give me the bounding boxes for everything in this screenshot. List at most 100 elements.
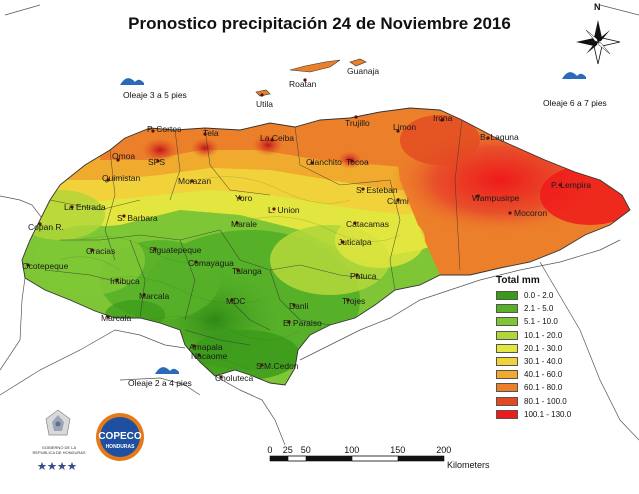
city-dot-nacaome <box>197 353 201 357</box>
city-dot-comayagua <box>194 260 198 264</box>
place-label-limon: Limon <box>393 122 417 132</box>
legend-item: 20.1 - 30.0 <box>496 343 628 354</box>
place-label-plempira: P. Lempira <box>551 180 592 190</box>
city-dot-plempira <box>558 183 562 187</box>
city-dot-tela <box>203 132 207 136</box>
city-dot-tocoa <box>350 159 354 163</box>
place-label-tocoa: Tocoa <box>346 157 369 167</box>
legend-item: 80.1 - 100.0 <box>496 396 628 407</box>
place-label-trojes: Trojes <box>342 296 366 306</box>
city-markers <box>26 78 562 379</box>
gov-line-1: GOBIERNO DE LA <box>41 445 77 450</box>
map-title: Pronostico precipitación 24 de Noviembre… <box>128 14 511 33</box>
place-label-pcortes: P. Cortes <box>147 124 182 134</box>
copeco-logo: COPECO HONDURAS <box>96 413 144 461</box>
city-dot-patuca <box>355 273 359 277</box>
legend-label: 100.1 - 130.0 <box>524 409 572 419</box>
place-label-juticalpa: Juticalpa <box>338 237 372 247</box>
place-label-yoro: Yoro <box>235 193 253 203</box>
coastline-east <box>539 261 639 441</box>
compass-north-label: N <box>594 2 601 12</box>
city-dot-omoa <box>116 158 120 162</box>
city-dot-quimistan <box>106 178 110 182</box>
scale-tick-label: 25 <box>282 445 293 455</box>
legend-swatch <box>496 396 518 406</box>
place-label-gracias: Gracias <box>86 246 116 256</box>
place-label-marcala: Marcala <box>139 291 170 301</box>
legend-item: 2.1 - 5.0 <box>496 303 628 314</box>
place-label-mocoron: Mocoron <box>514 208 548 218</box>
place-label-talanga: Talanga <box>232 266 262 276</box>
place-label-patuca: Patuca <box>350 271 377 281</box>
scale-tick-label: 150 <box>390 445 406 455</box>
place-label-irona: Irona <box>433 113 453 123</box>
gov-line-2: REPUBLICA DE HONDURAS <box>32 450 86 455</box>
place-label-sesteban: S. Esteban <box>356 185 398 195</box>
scale-bar <box>269 455 445 462</box>
city-dot-intibuca <box>115 278 119 282</box>
city-dot-morazan <box>190 179 194 183</box>
place-label-marcala2: Marcala <box>101 313 132 323</box>
gov-stars <box>37 462 77 470</box>
legend-item: 10.1 - 20.0 <box>496 330 628 341</box>
place-label-olanchito: Olanchito <box>306 157 342 167</box>
city-dot-copanr <box>38 222 42 226</box>
honduras-outline <box>21 107 631 386</box>
place-label-ocotepeque: Ocotepeque <box>22 261 69 271</box>
scale-tick-label: 200 <box>436 445 452 455</box>
legend-label: 40.1 - 60.0 <box>524 370 563 380</box>
place-label-trujillo: Trujillo <box>345 118 370 128</box>
bay-islands <box>255 58 367 97</box>
legend-swatch <box>496 357 518 367</box>
city-dot-amapala <box>192 344 196 348</box>
place-label-culmi: Culmi <box>387 196 409 206</box>
legend-item: 0.0 - 2.0 <box>496 290 628 301</box>
legend-label: 20.1 - 30.0 <box>524 343 563 353</box>
city-dot-ocotepeque <box>26 263 30 267</box>
place-label-laentrada: La Entrada <box>64 202 106 212</box>
city-dot-utila <box>260 93 264 97</box>
legend-swatch <box>496 370 518 380</box>
legend-swatch <box>496 317 518 327</box>
place-label-catacamas: Catacamas <box>346 219 389 229</box>
legend-label: 60.1 - 80.0 <box>524 383 563 393</box>
wave-label-south: Oleaje 2 a 4 pies <box>128 378 192 388</box>
legend-label: 5.1 - 10.0 <box>524 317 558 327</box>
city-dot-sesteban <box>361 187 365 191</box>
city-dot-choluteca <box>219 375 223 379</box>
city-dot-talanga <box>236 268 240 272</box>
place-label-wampusirpe: Wampusirpe <box>472 193 520 203</box>
scale-tick-label: 100 <box>344 445 360 455</box>
city-dot-wampusirpe <box>476 194 480 198</box>
scale-tick-label: 50 <box>300 445 311 455</box>
city-dot-limon <box>396 129 400 133</box>
government-emblem-icon <box>45 409 71 436</box>
city-dot-irona <box>440 118 444 122</box>
place-label-danli: Danli <box>289 301 309 311</box>
wave-label-west: Oleaje 3 a 5 pies <box>123 90 187 100</box>
legend-label: 2.1 - 5.0 <box>524 304 554 314</box>
place-label-amapala: Amapala <box>189 342 223 352</box>
compass-rose-icon <box>576 20 621 65</box>
legend: Total mm 0.0 - 2.0 2.1 - 5.0 5.1 - 10.0 10.… <box>496 275 628 422</box>
city-dot-trojes <box>346 298 350 302</box>
copeco-logo-text: COPECO <box>98 431 142 442</box>
place-label-elparaiso: El Paraiso <box>283 318 322 328</box>
city-dot-laceiba <box>270 138 274 142</box>
legend-label: 80.1 - 100.0 <box>524 396 567 406</box>
legend-swatch <box>496 330 518 340</box>
place-label-sps: SPS <box>148 157 166 167</box>
department-borders <box>44 119 463 346</box>
city-dot-juticalpa <box>341 240 345 244</box>
place-label-choluteca: Choluteca <box>215 373 254 383</box>
city-dot-trujillo <box>354 115 358 119</box>
legend-label: 10.1 - 20.0 <box>524 330 563 340</box>
place-label-omoa: Omoa <box>112 151 136 161</box>
city-dot-pcortes <box>151 129 155 133</box>
city-dot-sbarbara <box>122 214 126 218</box>
city-dot-elparaiso <box>287 320 291 324</box>
gov-text: GOBIERNO DE LA REPUBLICA DE HONDURAS <box>30 445 88 455</box>
city-dot-mocoron <box>508 211 512 215</box>
legend-item: 40.1 - 60.0 <box>496 369 628 380</box>
